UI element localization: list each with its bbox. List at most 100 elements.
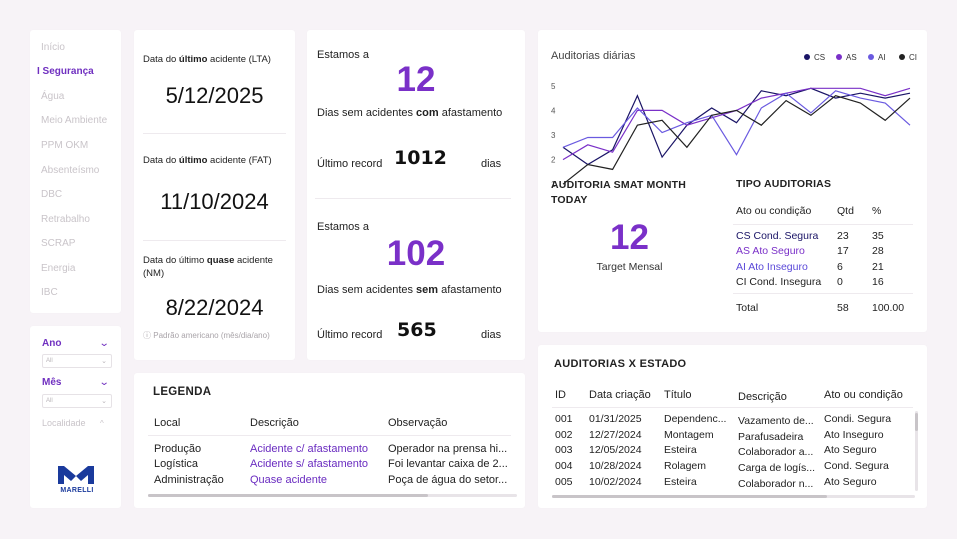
tipo-row-qtd: 0 (837, 276, 843, 288)
tipo-row-label[interactable]: CS Cond. Segura (736, 230, 819, 242)
nav-item-meio-ambiente[interactable]: Meio Ambiente (41, 115, 108, 126)
chevron-up-icon[interactable]: ^ (100, 419, 104, 428)
states-row-descricao: Carga de logís... (738, 462, 816, 474)
com-intro: Estamos a (317, 49, 369, 61)
nav-item-ppm-okm[interactable]: PPM OKM (41, 140, 89, 151)
ano-filter-label: Ano (42, 338, 62, 349)
states-row-descricao: Colaborador n... (738, 478, 814, 490)
states-row-id: 004 (555, 460, 573, 472)
states-row-descricao: Vazamento de... (738, 415, 814, 427)
tipo-header-ato: Ato ou condição (736, 205, 812, 217)
legend-title: LEGENDA (153, 386, 212, 398)
y-tick-label: 5 (551, 82, 556, 91)
divider (552, 407, 913, 408)
legend-row-observacao: Poça de água do setor... (388, 474, 508, 486)
legend-row-descricao[interactable]: Quase acidente (250, 474, 328, 486)
tipo-row-pct: 21 (872, 261, 884, 273)
series-line-ai (562, 90, 911, 156)
tipo-row-qtd: 17 (837, 245, 849, 257)
tipo-row-pct: 28 (872, 245, 884, 257)
nav-item-seguranca[interactable]: I Segurança (37, 66, 94, 77)
nav-item-scrap[interactable]: SCRAP (41, 238, 76, 249)
mes-select-value: All (46, 398, 53, 404)
states-row-data: 12/27/2024 (589, 429, 642, 441)
com-record-label: Último record (317, 158, 383, 170)
states-row-ato: Ato Seguro (824, 444, 877, 456)
divider (143, 133, 286, 134)
tipo-total-qtd: 58 (837, 302, 849, 314)
smat-sub: Target Mensal (596, 261, 663, 273)
states-row-data: 10/02/2024 (589, 476, 642, 488)
scrollbar-thumb[interactable] (552, 495, 827, 498)
legend-card: LEGENDA Local Descrição Observação Produ… (134, 373, 525, 508)
states-header-titulo: Título (664, 389, 692, 401)
scrollbar-thumb[interactable] (915, 413, 918, 431)
tipo-row-label[interactable]: AI Ato Inseguro (736, 261, 808, 273)
chevron-down-icon[interactable]: ⌄ (98, 377, 110, 388)
nav-item-retrabalho[interactable]: Retrabalho (41, 214, 90, 225)
states-row-descricao: Parafusadeira (738, 431, 804, 443)
ano-select-value: All (46, 358, 53, 364)
legend-row-local: Administração (154, 474, 224, 486)
tipo-row-qtd: 23 (837, 230, 849, 242)
states-row-data: 12/05/2024 (589, 444, 642, 456)
nav-item-inicio[interactable]: Início (41, 42, 65, 53)
scrollbar-thumb[interactable] (148, 494, 428, 497)
ano-select[interactable]: All ⌄ (42, 354, 112, 368)
sem-record-unit: dias (481, 329, 502, 341)
states-row-titulo: Rolagem (664, 460, 707, 472)
states-header-ato: Ato ou condição (824, 389, 903, 401)
legend-header-descricao: Descrição (250, 417, 299, 429)
divider (733, 224, 913, 225)
days-without-accidents-card: Estamos a 12 Dias sem acidentes com afas… (307, 30, 525, 360)
series-line-as (562, 87, 911, 161)
nav-item-agua[interactable]: Água (41, 91, 65, 102)
states-row-id: 003 (555, 444, 573, 456)
states-row-id: 005 (555, 476, 573, 488)
chart-legend-item: CI (899, 53, 917, 62)
nav-item-absenteismo[interactable]: Absenteísmo (41, 165, 100, 176)
divider (733, 293, 913, 294)
legend-row-descricao[interactable]: Acidente c/ afastamento (250, 443, 369, 455)
com-record-unit: dias (481, 158, 502, 170)
vertical-scrollbar[interactable] (915, 411, 918, 491)
legend-row-local: Logística (154, 458, 199, 470)
states-row-titulo: Esteira (664, 476, 697, 488)
tipo-total-pct: 100.00 (872, 302, 905, 314)
series-line-cs (562, 87, 911, 166)
smat-value: 12 (610, 218, 649, 257)
marelli-logo: MARELLI (54, 464, 98, 498)
states-row-data: 10/28/2024 (589, 460, 642, 472)
states-row-titulo: Montagem (664, 429, 714, 441)
legend-row-descricao[interactable]: Acidente s/ afastamento (250, 458, 369, 470)
marelli-logo-text: MARELLI (60, 487, 94, 494)
mes-select[interactable]: All ⌄ (42, 394, 112, 408)
states-row-id: 002 (555, 429, 573, 441)
filter-panel: Ano ⌄ All ⌄ Mês ⌄ All ⌄ Localidade ^ (30, 326, 121, 508)
nav-item-dbc[interactable]: DBC (41, 189, 63, 200)
states-title: AUDITORIAS X ESTADO (554, 358, 687, 370)
tipo-row-label[interactable]: AS Ato Seguro (736, 245, 805, 257)
nav-item-ibc[interactable]: IBC (41, 287, 58, 298)
legend-row-observacao: Operador na prensa hi... (388, 443, 508, 455)
chevron-down-icon[interactable]: ⌄ (98, 338, 110, 349)
marelli-logo-mark (58, 466, 94, 484)
states-row-ato: Ato Inseguro (824, 429, 884, 441)
y-tick-label: 4 (551, 106, 556, 115)
states-header-descricao: Descrição (738, 391, 787, 403)
sem-desc: Dias sem acidentes sem afastamento (317, 284, 502, 296)
date-format-footnote: ⓘ Padrão americano (mês/dia/ano) (143, 331, 270, 340)
tipo-row-pct: 16 (872, 276, 884, 288)
states-row-descricao: Colaborador a... (738, 446, 814, 458)
legend-header-local: Local (154, 417, 181, 429)
y-tick-label: 1 (551, 180, 556, 189)
info-icon: ⓘ (143, 331, 151, 340)
nav-item-energia[interactable]: Energia (41, 263, 76, 274)
states-row-titulo: Dependenc... (664, 413, 727, 425)
tipo-row-label[interactable]: CI Cond. Insegura (736, 276, 822, 288)
tipo-total-label: Total (736, 302, 759, 314)
chart-legend-item: AI (868, 53, 886, 62)
smat-title: AUDITORIA SMAT MONTH TODAY (551, 179, 687, 206)
fat-label: Data do último acidente (FAT) (143, 155, 272, 166)
y-tick-label: 3 (551, 131, 556, 140)
